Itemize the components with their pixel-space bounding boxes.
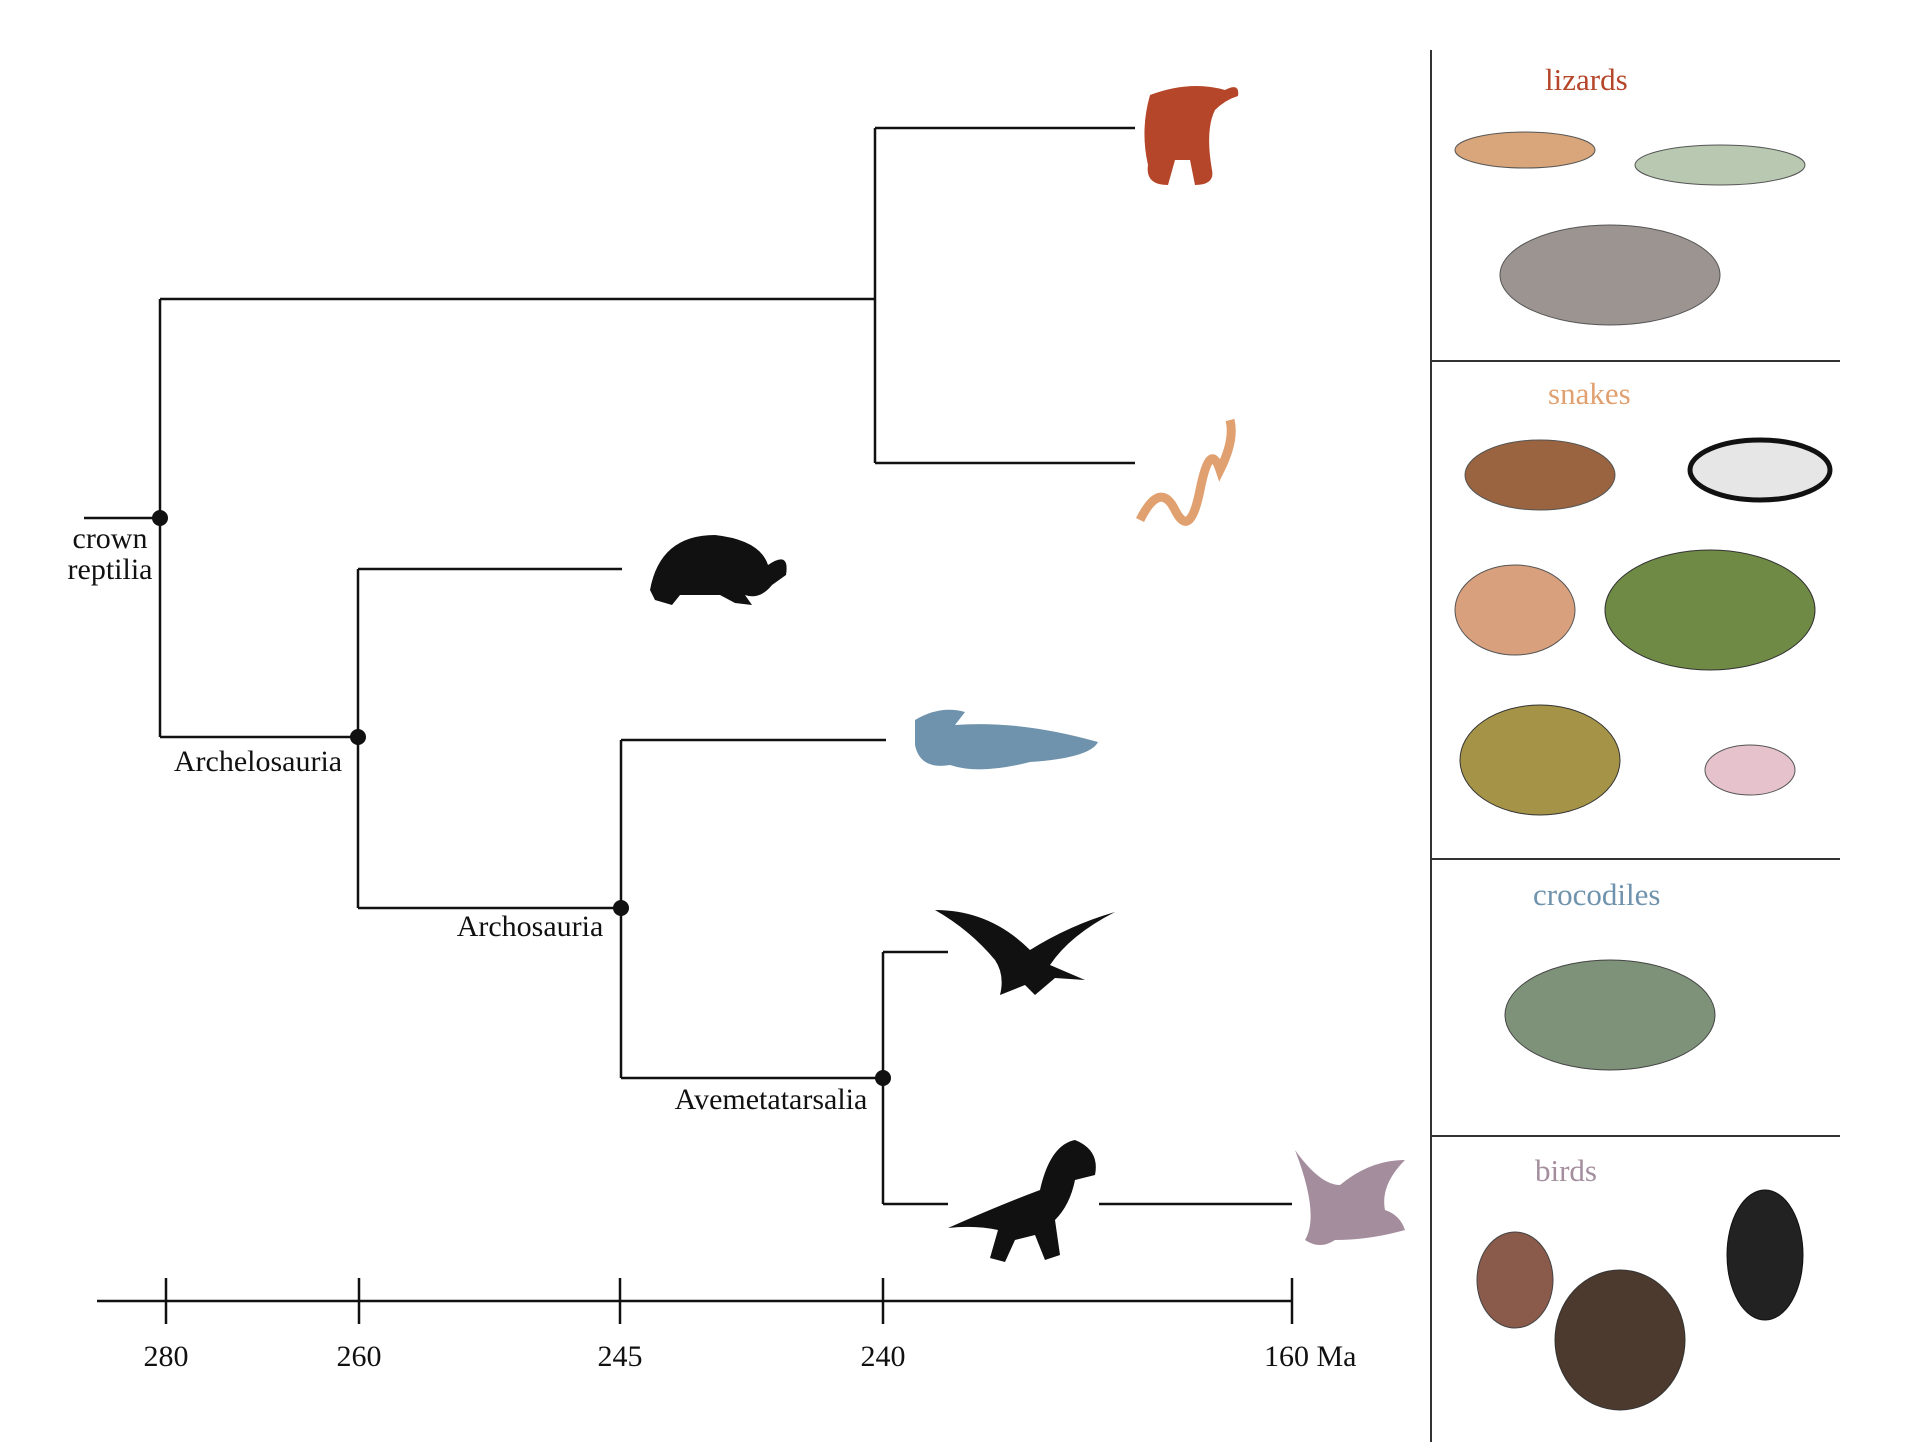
group-label: lizards — [1545, 62, 1628, 97]
clade-label: reptilia — [68, 553, 153, 586]
axis-tick-label: 260 — [337, 1340, 382, 1373]
group-label: birds — [1535, 1153, 1597, 1188]
silhouettes — [650, 86, 1405, 1262]
axis-tick-label: 280 — [144, 1340, 189, 1373]
time-axis — [97, 1278, 1294, 1324]
axis-tick-label: 240 — [861, 1340, 906, 1373]
panel — [1430, 50, 1840, 1442]
clade-label: crown — [73, 522, 148, 555]
axis-tick-label: 160 Ma — [1264, 1340, 1357, 1373]
group-label: snakes — [1548, 376, 1631, 411]
clade-label: Archosauria — [457, 910, 604, 943]
axis-tick-label: 245 — [598, 1340, 643, 1373]
clade-label: Avemetatarsalia — [675, 1083, 868, 1116]
clade-label: Archelosauria — [174, 745, 342, 778]
group-label: crocodiles — [1533, 877, 1660, 912]
tree-branches — [84, 126, 1292, 1206]
